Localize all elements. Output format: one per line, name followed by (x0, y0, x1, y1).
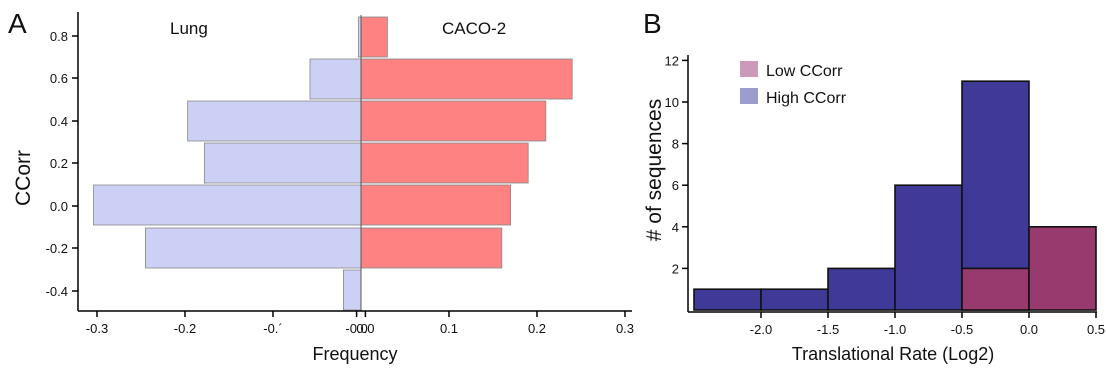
hist-bar-high-2 (827, 267, 896, 311)
bar-caco2-0 (360, 16, 388, 58)
x-tick-label: 0.3 (616, 321, 634, 336)
bar-lung-2 (187, 100, 362, 142)
bar-lung-1 (309, 58, 362, 100)
y-tick-label: 8 (672, 137, 679, 152)
legend-swatch-high-ccorr (740, 88, 758, 104)
y-tick-label: 0.4 (50, 114, 68, 129)
panel-a-label: A (8, 8, 27, 39)
hist-bar-low-4 (961, 267, 1030, 311)
x-tick-label: 0.0 (1020, 322, 1038, 337)
legend-swatch-low-ccorr (740, 61, 758, 77)
panel-b-plot: 2 4 6 8 10 12 -2.0 -1.5 -1.0 -0.5 0.0 0.5 (665, 53, 1106, 337)
bar-lung-6 (342, 269, 362, 311)
hist-bar-high-1 (760, 288, 829, 311)
x-tick-label: -1.0 (884, 322, 906, 337)
bar-caco2-5 (360, 227, 503, 269)
x-tick-label: 0.2 (528, 321, 546, 336)
legend-label-low-ccorr: Low CCorr (766, 63, 843, 80)
y-tick-label: 0.6 (50, 71, 68, 86)
bar-caco2-4 (360, 184, 512, 226)
y-tick-label: -0.2 (46, 241, 68, 256)
bar-caco2-1 (360, 58, 573, 100)
legend-label-caco2: CACO-2 (442, 19, 506, 38)
bar-lung-5 (144, 227, 362, 269)
x-tick-label: -0.´ (263, 321, 283, 336)
y-tick-label: -0.4 (46, 284, 68, 299)
panel-a-y-axis-label: CCorr (12, 150, 35, 206)
y-tick-label: 6 (672, 178, 679, 193)
bar-caco2-3 (360, 142, 529, 184)
y-tick-label: 10 (665, 95, 679, 110)
hist-bar-high-0 (693, 288, 762, 311)
y-tick-label: 12 (665, 53, 679, 68)
x-tick-label: -0.5 (951, 322, 973, 337)
y-tick-label: 0.0 (50, 199, 68, 214)
legend-label-high-ccorr: High CCorr (766, 90, 847, 107)
panel-b-x-axis-label: Translational Rate (Log2) (792, 344, 994, 364)
x-tick-label: -0.3 (86, 321, 108, 336)
bar-lung-3 (203, 142, 362, 184)
y-tick-label: 0.8 (50, 29, 68, 44)
y-tick-label: 4 (672, 220, 679, 235)
y-tick-label: 0.2 (50, 156, 68, 171)
x-tick-label: 0.1 (440, 321, 458, 336)
hist-bar-low-5 (1028, 226, 1097, 311)
x-tick-label: -2.0 (750, 322, 772, 337)
x-tick-label: -0.2 (174, 321, 196, 336)
legend-label-lung: Lung (170, 19, 208, 38)
panel-a-plot: 0.80.60.40.20.0-0.2-0.4-0.3 -0.2 -0.´ -0.00… (46, 12, 634, 336)
bar-caco2-2 (360, 100, 547, 142)
panel-b-y-axis-label: # of sequences (643, 99, 666, 241)
x-tick-label: -0.0 (345, 321, 367, 336)
panel-b-label: B (643, 8, 662, 39)
bar-lung-4 (93, 184, 362, 226)
y-tick-label: 2 (672, 261, 679, 276)
hist-bar-high-3 (894, 184, 963, 311)
panel-b-legend: Low CCorr High CCorr (740, 61, 847, 107)
panel-a-x-axis-label: Frequency (312, 344, 397, 364)
x-tick-label: 0.0 (356, 321, 374, 336)
x-tick-label: -1.5 (817, 322, 839, 337)
x-tick-label: 0.5 (1087, 322, 1105, 337)
